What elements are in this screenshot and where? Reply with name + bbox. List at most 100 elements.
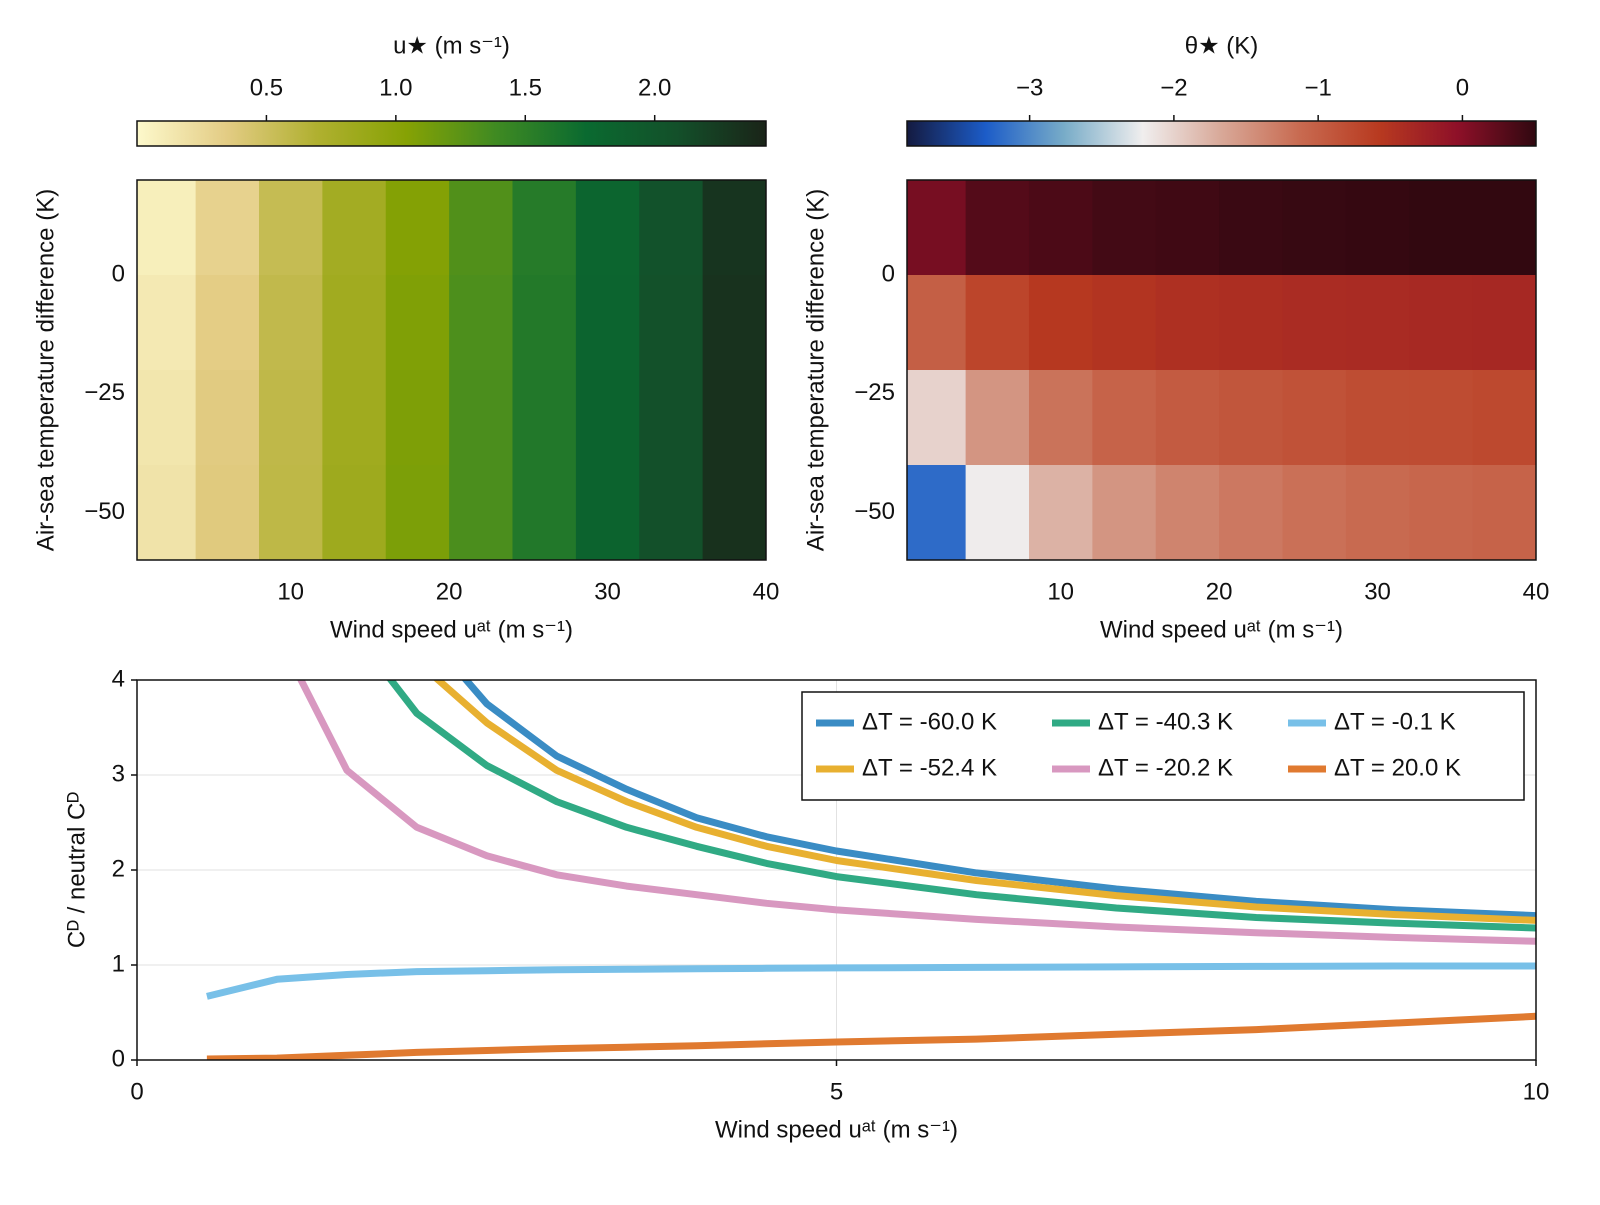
heat-cell	[702, 370, 766, 466]
heat-cell	[195, 180, 260, 276]
heat-cell	[385, 370, 450, 466]
series-line	[297, 680, 1536, 945]
x-axis-label: Wind speed uᵃᵗ (m s⁻¹)	[1100, 616, 1343, 643]
heat-cell	[1345, 180, 1410, 276]
y-tick-label: −50	[854, 498, 895, 525]
heat-cell	[965, 370, 1030, 466]
y-tick-label: 1	[112, 950, 125, 977]
x-tick-label: 30	[594, 578, 621, 605]
colorbar-tick-label: −1	[1304, 74, 1331, 101]
heat-cell	[258, 275, 323, 371]
x-tick-label: 40	[1523, 578, 1550, 605]
colorbar-tick-label: 2.0	[638, 74, 671, 101]
heat-cell	[1028, 180, 1093, 276]
heat-cell	[1028, 275, 1093, 371]
heat-cell	[1345, 275, 1410, 371]
heat-cell	[1472, 180, 1536, 276]
y-tick-label: −50	[84, 498, 125, 525]
heat-cell	[907, 180, 967, 276]
heat-cell	[1345, 465, 1410, 560]
colorbar-tick-label: −3	[1016, 74, 1043, 101]
colorbar-tick-label: 1.5	[509, 74, 542, 101]
colorbar-tick-label: 0	[1456, 74, 1469, 101]
heat-cell	[575, 180, 640, 276]
heatmap-cells	[137, 180, 766, 560]
heat-cell	[1219, 370, 1283, 466]
y-tick-label: 2	[112, 855, 125, 882]
legend-box	[801, 691, 1525, 801]
y-axis-label: Air-sea temperature difference (K)	[802, 189, 829, 551]
heat-cell	[449, 465, 513, 560]
heat-cell	[1155, 180, 1220, 276]
heat-cell	[1282, 180, 1347, 276]
y-tick-label: 4	[112, 665, 125, 692]
x-tick-label: 10	[1047, 578, 1074, 605]
heat-cell	[512, 370, 577, 466]
heat-cell	[1219, 275, 1283, 371]
heat-cell	[195, 465, 260, 560]
x-tick-label: 10	[277, 578, 304, 605]
y-tick-label: 3	[112, 760, 125, 787]
heat-cell	[258, 180, 323, 276]
heat-cell	[512, 465, 577, 560]
heat-cell	[965, 465, 1030, 560]
legend-label: ΔT = -20.2 K	[1098, 754, 1233, 781]
heat-cell	[1092, 465, 1157, 560]
heat-cell	[702, 275, 766, 371]
heat-cell	[449, 370, 513, 466]
heat-cell	[385, 465, 450, 560]
colorbar-tick-label: 1.0	[379, 74, 412, 101]
series-line	[433, 680, 1536, 924]
heat-cell	[258, 370, 323, 466]
heat-cell	[322, 275, 387, 371]
y-axis-label: Air-sea temperature difference (K)	[32, 189, 59, 551]
x-tick-label: 0	[130, 1078, 143, 1105]
heat-cell	[322, 180, 387, 276]
heat-cell	[385, 180, 450, 276]
x-tick-label: 40	[753, 578, 780, 605]
heat-cell	[1155, 370, 1220, 466]
colorbar-label: θ★ (K)	[1185, 32, 1259, 59]
heat-cell	[907, 275, 967, 371]
y-tick-label: 0	[112, 260, 125, 287]
heat-cell	[322, 370, 387, 466]
x-tick-label: 10	[1523, 1078, 1550, 1105]
heat-cell	[1092, 370, 1157, 466]
heat-cell	[1472, 465, 1536, 560]
heatmap-cells	[907, 180, 1536, 560]
y-tick-label: 0	[882, 260, 895, 287]
heat-cell	[575, 465, 640, 560]
lines	[206, 680, 1536, 1060]
heat-cell	[639, 180, 704, 276]
legend-label: ΔT = -60.0 K	[862, 708, 997, 735]
series-line	[386, 680, 1536, 932]
colorbar	[906, 120, 1537, 147]
heat-cell	[512, 275, 577, 371]
legend-label: ΔT = -0.1 K	[1334, 708, 1456, 735]
colorbar	[136, 120, 767, 147]
x-tick-label: 20	[436, 578, 463, 605]
heat-cell	[1345, 370, 1410, 466]
plot-frame	[906, 179, 1537, 561]
plot-frame	[136, 679, 1537, 1061]
y-tick-label: −25	[84, 379, 125, 406]
colorbar-tick-label: 0.5	[250, 74, 283, 101]
heat-cell	[965, 275, 1030, 371]
heat-cell	[1155, 275, 1220, 371]
heat-cell	[907, 370, 967, 466]
colorbar-label: u★ (m s⁻¹)	[393, 32, 510, 59]
heat-cell	[195, 370, 260, 466]
heat-cell	[1219, 465, 1283, 560]
heat-cell	[1472, 275, 1536, 371]
heat-cell	[1219, 180, 1283, 276]
heat-cell	[1409, 465, 1474, 560]
plot-frame	[136, 179, 767, 561]
x-tick-label: 20	[1206, 578, 1233, 605]
series-line	[206, 962, 1536, 1000]
heat-cell	[512, 180, 577, 276]
heat-cell	[639, 370, 704, 466]
heat-cell	[449, 275, 513, 371]
heat-cell	[1409, 275, 1474, 371]
